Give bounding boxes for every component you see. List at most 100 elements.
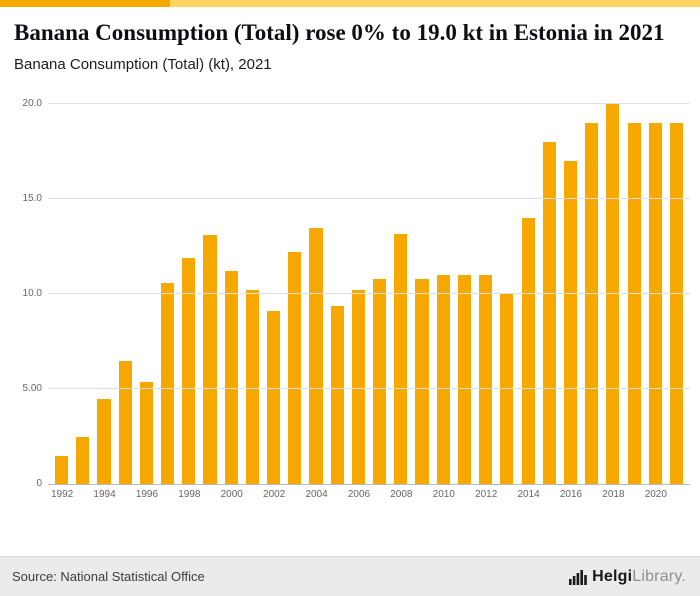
x-tick-label-1999 [200,489,220,505]
bar-2015 [542,142,556,485]
bar-slot-1995 [115,93,136,485]
x-tick-label-2016: 2016 [559,489,583,501]
x-tick-label-2020: 2020 [644,489,667,501]
bar-slot-2019 [623,93,644,485]
x-tick-label-2007 [370,489,390,505]
bar-2017 [585,123,599,485]
brand-text: HelgiLibrary. [592,568,686,586]
bar-chart-icon [569,569,587,585]
x-axis-labels: 1992 1994 1996 1998 2000 2002 2004 2006 2008 2010… [48,489,690,505]
bar-slot-2016 [560,93,581,485]
bar-slot-2000 [221,93,242,485]
bar-2021 [669,123,684,485]
bar-slot-2021 [666,93,687,485]
brand-library: Library. [632,567,686,585]
bar-slot-1994 [93,93,114,485]
brand-helgi: Helgi [592,567,633,585]
x-tick-label-1992: 1992 [51,489,74,501]
plot-wrap: 0 5.00 10.0 15.0 20.0 1992 1994 1996 1998 2000 20… [23,93,690,505]
x-tick-label-1998: 1998 [178,489,201,501]
gridline-15.0 [48,198,690,200]
bar-slot-2010 [433,93,454,485]
bar-1996 [139,381,153,485]
bar-slot-2018 [602,93,623,485]
gridline-10.0 [48,293,690,295]
helgi-library-logo: HelgiLibrary. [569,568,686,586]
bar-slot-1996 [136,93,157,485]
bar-2011 [457,275,472,485]
x-tick-label-2009 [413,489,433,505]
chart-section: 0 5.00 10.0 15.0 20.0 1992 1994 1996 1998 2000 20… [0,79,700,510]
bar-slot-1998 [178,93,199,485]
bar-slot-2007 [369,93,390,485]
x-tick-label-2012: 2012 [475,489,498,501]
bar-2019 [627,123,641,485]
bar-2003 [288,252,302,485]
bar-slot-1999 [199,93,220,485]
bar-2008 [394,233,408,485]
x-tick-label-1993 [73,489,93,505]
bar-1993 [76,436,90,485]
bar-slot-2001 [242,93,263,485]
bar-slot-2003 [284,93,305,485]
x-tick-label-1995 [116,489,136,505]
bar-slot-2011 [454,93,475,485]
x-tick-label-2003 [285,489,305,505]
x-tick-label-1997 [158,489,178,505]
x-tick-label-2008: 2008 [390,489,413,501]
bar-2001 [245,290,259,485]
bar-2016 [563,161,578,485]
gridline-20.0 [48,103,690,105]
bars-container [48,93,690,485]
x-tick-label-2010: 2010 [432,489,455,501]
bar-slot-2009 [411,93,432,485]
y-tick-label-20.0: 20.0 [22,98,42,110]
x-tick-label-2011 [455,489,475,505]
bar-2020 [648,123,662,485]
bar-1992 [55,455,69,485]
bar-2005 [330,305,344,485]
x-tick-label-2015 [540,489,560,505]
bar-slot-2020 [645,93,666,485]
page-title: Banana Consumption (Total) rose 0% to 19… [14,20,665,45]
bar-1999 [203,235,217,485]
source-text: Source: National Statistical Office [12,569,205,584]
x-tick-label-1994: 1994 [93,489,116,501]
bar-slot-2006 [348,93,369,485]
bar-slot-2004 [305,93,326,485]
bar-2004 [309,227,323,485]
bar-2009 [415,279,429,485]
bar-1994 [97,398,111,485]
x-tick-label-2017 [582,489,602,505]
bar-2010 [436,275,450,485]
y-tick-label-10.0: 10.0 [22,288,42,300]
bar-2007 [373,279,387,485]
bar-2000 [224,271,238,485]
bar-slot-2015 [539,93,560,485]
bar-2012 [479,275,493,485]
bar-slot-2008 [390,93,411,485]
footer: Source: National Statistical Office Helg… [0,556,700,596]
bar-slot-1993 [72,93,93,485]
x-tick-label-2001 [243,489,263,505]
bar-2002 [267,311,281,485]
chart-subtitle: Banana Consumption (Total) (kt), 2021 [14,56,272,74]
x-tick-label-1996: 1996 [135,489,159,501]
x-tick-label-2021 [667,489,687,505]
x-tick-label-2002: 2002 [263,489,286,501]
bar-1995 [118,360,132,485]
x-tick-label-2018: 2018 [602,489,625,501]
bar-slot-2013 [496,93,517,485]
x-tick-label-2014: 2014 [517,489,540,501]
bar-slot-1997 [157,93,178,485]
y-tick-label-0: 0 [36,478,42,490]
bar-slot-2014 [517,93,538,485]
y-tick-label-5.00: 5.00 [22,383,42,395]
bar-slot-2017 [581,93,602,485]
x-tick-label-2000: 2000 [220,489,243,501]
x-tick-label-2004: 2004 [305,489,328,501]
bar-1997 [161,282,175,485]
x-tick-label-2006: 2006 [347,489,371,501]
bar-slot-2002 [263,93,284,485]
bar-slot-2005 [327,93,348,485]
